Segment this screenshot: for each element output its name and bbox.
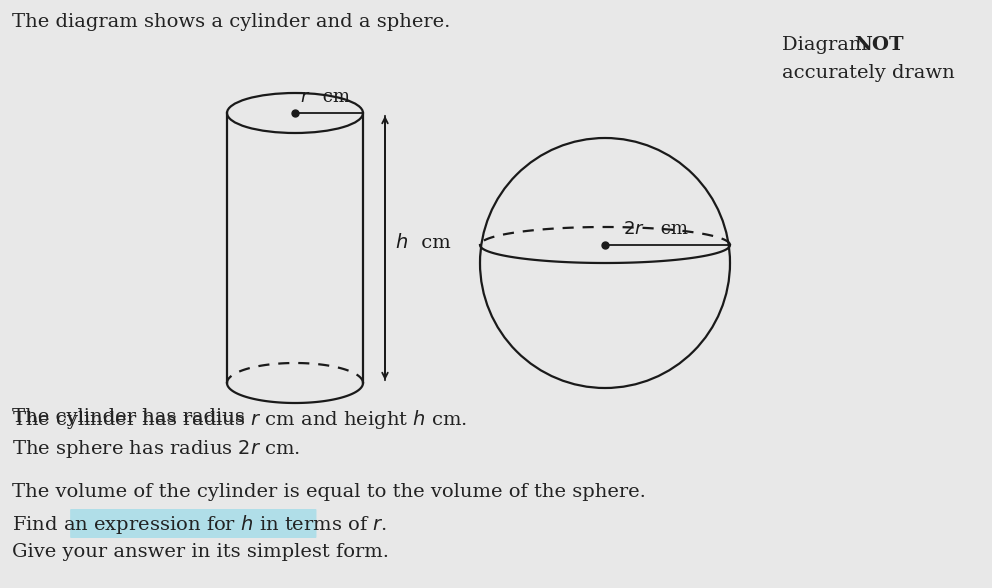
- Text: $h$: $h$: [395, 233, 408, 252]
- Text: The diagram shows a cylinder and a sphere.: The diagram shows a cylinder and a spher…: [12, 13, 450, 31]
- Text: Give your answer in its simplest form.: Give your answer in its simplest form.: [12, 543, 389, 561]
- Text: cm: cm: [415, 234, 450, 252]
- Text: $2r$: $2r$: [623, 220, 645, 238]
- Text: The cylinder has radius $r$ cm and height $h$ cm.: The cylinder has radius $r$ cm and heigh…: [12, 408, 467, 431]
- Text: cm: cm: [655, 220, 688, 238]
- Text: accurately drawn: accurately drawn: [782, 64, 954, 82]
- Text: $r$: $r$: [300, 88, 310, 106]
- Text: The sphere has radius $2r$ cm.: The sphere has radius $2r$ cm.: [12, 438, 301, 460]
- Text: Find an expression for $h$ in terms of $r$.: Find an expression for $h$ in terms of $…: [12, 513, 387, 536]
- Text: The cylinder has radius: The cylinder has radius: [12, 408, 251, 426]
- Text: NOT: NOT: [854, 36, 904, 54]
- FancyBboxPatch shape: [70, 509, 316, 538]
- Text: Diagram: Diagram: [782, 36, 874, 54]
- Text: cm: cm: [317, 88, 350, 106]
- Text: The volume of the cylinder is equal to the volume of the sphere.: The volume of the cylinder is equal to t…: [12, 483, 646, 501]
